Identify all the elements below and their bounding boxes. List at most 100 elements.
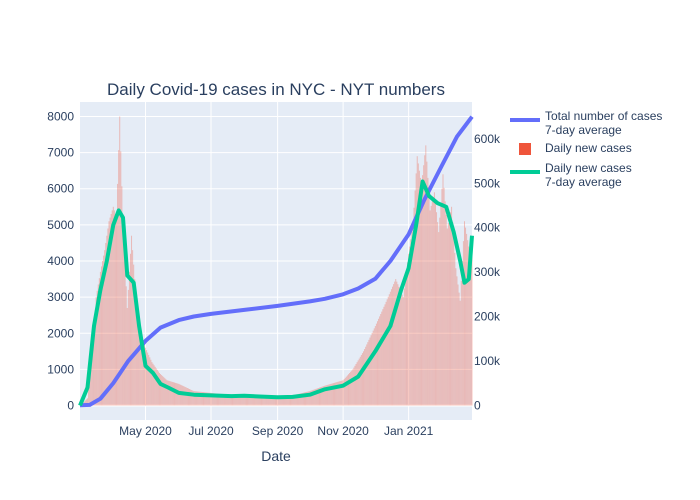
x-tick-label: May 2020 [119,424,172,438]
seven-day-average-line [78,179,474,407]
daily-case-bar [258,395,260,406]
daily-case-bar [450,212,452,406]
y-tick-label: 7000 [47,146,74,160]
daily-case-bar [122,221,124,406]
y-tick-label: 3000 [47,290,74,304]
daily-case-bar [84,400,86,406]
daily-case-bar [322,386,324,406]
y2-tick-label: 500k [474,176,501,190]
daily-case-bar [316,388,318,406]
daily-case-bar [229,394,231,406]
daily-case-bar [192,390,194,406]
daily-case-bar [87,398,89,406]
daily-case-bar [204,392,206,406]
daily-case-bar [389,291,391,406]
daily-case-bar [341,380,343,406]
daily-case-bar [444,201,446,406]
y-axis-right: 0 100k 200k 300k 400k 500k 600k [474,132,501,412]
daily-case-bar [297,394,299,406]
daily-case-bar [349,373,351,406]
daily-case-bar [118,150,120,406]
daily-case-bar [470,251,472,406]
daily-case-bar [409,246,411,406]
daily-case-bar [324,385,326,406]
daily-case-bar [209,392,211,406]
daily-case-bar [233,394,235,406]
daily-case-bar [311,390,313,406]
daily-case-bar [448,217,450,406]
y-tick-label: 5000 [47,218,74,232]
daily-case-bar [312,389,314,406]
daily-case-bar [208,392,210,406]
daily-case-bar [109,217,111,406]
daily-case-bar [210,392,212,406]
daily-case-bar [125,286,127,406]
daily-case-bar [215,393,217,406]
daily-case-bar [243,394,245,406]
daily-case-bar [161,375,163,406]
daily-case-bar [147,352,149,406]
daily-case-bar [277,396,279,406]
daily-case-bar [443,187,445,406]
daily-case-bar [238,394,240,406]
daily-case-bar [138,317,140,406]
daily-case-bar [279,396,281,406]
daily-case-bar [356,362,358,406]
daily-case-bar [123,242,125,406]
daily-case-bar [124,264,126,406]
y2-tick-label: 300k [474,265,501,279]
daily-case-bar [396,281,398,406]
daily-case-bar [407,262,409,406]
daily-case-bar [203,392,204,406]
daily-case-bar [340,380,342,406]
daily-case-bar [411,232,413,406]
daily-case-bar [437,222,439,406]
daily-case-bar [433,192,435,406]
daily-case-bar [327,384,329,406]
daily-case-bar [331,383,333,406]
daily-case-bar [317,387,319,406]
daily-case-bar [390,289,392,406]
daily-case-bar [235,394,237,406]
series-lines [78,115,474,408]
y-tick-label: 2000 [47,326,74,340]
daily-case-bar [468,246,470,406]
daily-case-bar [205,392,207,406]
daily-case-bar [442,174,444,406]
daily-case-bar [206,392,208,406]
daily-case-bar [156,369,158,406]
daily-case-bar [393,284,395,406]
daily-case-bar [436,212,438,406]
daily-case-bar [272,396,274,406]
daily-case-bar [262,395,264,406]
daily-case-bar [148,354,150,406]
daily-case-bar [368,339,370,406]
daily-case-bar [224,394,226,406]
daily-case-bar [193,391,195,406]
daily-case-bar [221,394,223,406]
daily-case-bar [261,395,262,406]
daily-case-bar [268,396,270,406]
daily-case-bar [388,294,390,406]
daily-case-bar [323,386,325,406]
daily-case-bar [402,297,404,406]
daily-case-bar [252,395,254,406]
daily-case-bar [288,395,290,406]
daily-case-bar [237,394,239,406]
daily-case-bar [104,250,106,406]
daily-case-bar [419,177,421,406]
daily-case-bar [242,394,244,406]
daily-case-bar [182,385,184,406]
legend-label: 7-day average [545,175,622,189]
daily-case-bar [360,354,362,406]
daily-case-bar [226,394,228,406]
daily-case-bar [247,394,249,406]
daily-case-bar [417,163,419,406]
daily-case-bar [107,228,109,406]
daily-case-bar [408,253,410,406]
daily-case-bar [430,205,432,406]
daily-case-bar [196,391,198,406]
daily-case-bar [114,214,116,406]
daily-case-bar [102,261,104,406]
daily-case-bar [92,337,94,406]
